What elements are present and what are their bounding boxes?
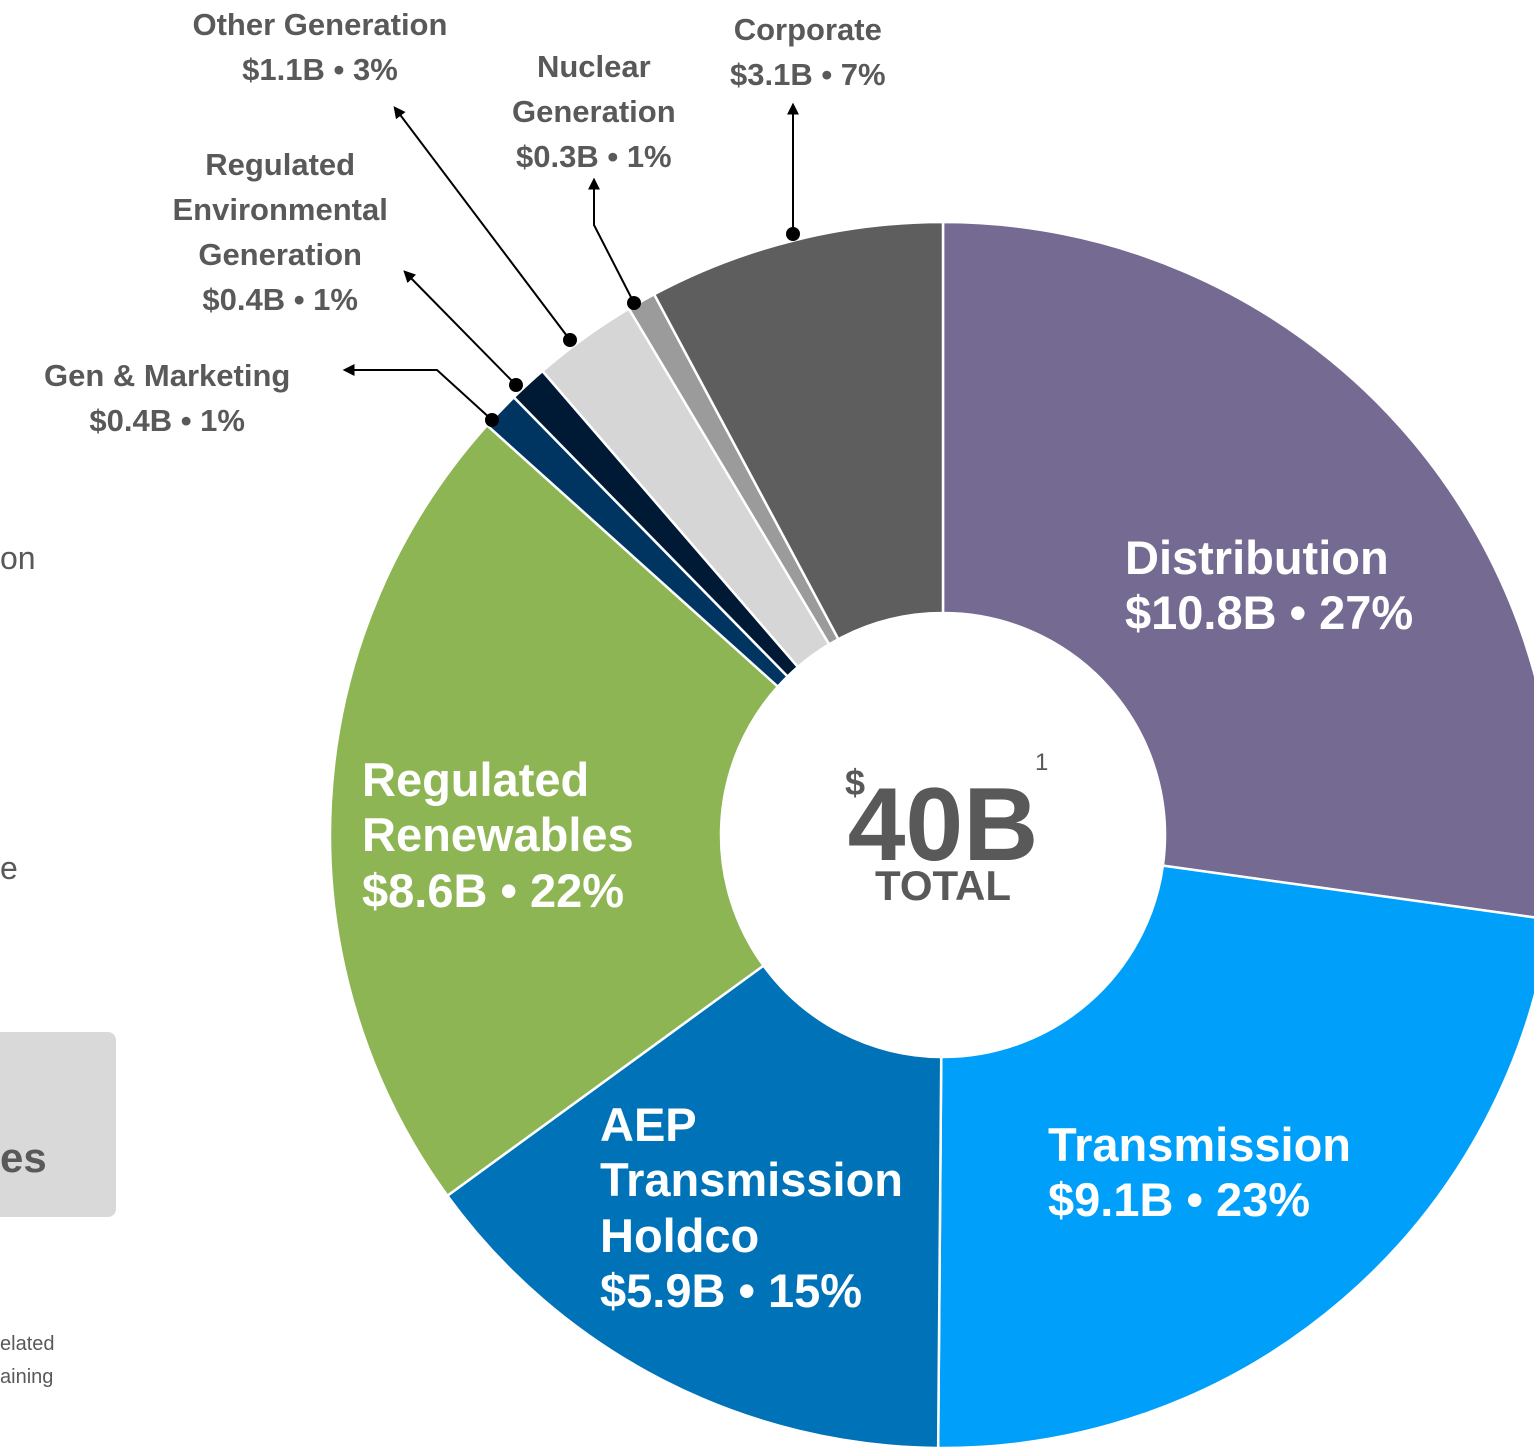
leader-dots (485, 227, 800, 427)
segment-label: Other Generation $1.1B • 3% (193, 3, 448, 93)
leader-line (342, 364, 493, 421)
segment-name: Regulated Renewables (362, 753, 634, 862)
total: 40B (848, 767, 1039, 883)
segment-value: $0.3B • 1% (516, 138, 672, 174)
background-text: elated (0, 1333, 55, 1355)
leader-dot (509, 378, 523, 392)
segment-name: Gen & Marketing (44, 358, 291, 393)
segment-value: $8.6B • 22% (362, 863, 625, 917)
donut-segment (328, 423, 780, 1198)
segment-label: Transmission $9.1B • 23% (1048, 1117, 1351, 1228)
segment-name: Nuclear Generation (512, 49, 676, 129)
background-text: e (0, 850, 18, 886)
background-box (0, 1032, 116, 1217)
segment-value: $3.1B • 7% (730, 56, 886, 92)
segment-name: Other Generation (192, 7, 448, 42)
segment-label: Regulated Renewables $8.6B • 22% (362, 752, 634, 918)
leader-dot (485, 413, 499, 427)
segment-value: $5.9B • 15% (600, 1264, 863, 1318)
background-text: on (0, 540, 36, 576)
footnote: 1 (1035, 749, 1048, 776)
segment-label: Regulated Environmental Generation $0.4B … (173, 143, 388, 323)
donut-segment (941, 220, 1534, 919)
leader-line (588, 177, 635, 304)
segment-name: AEP Transmission Holdco (600, 1098, 903, 1262)
leader-dot (563, 333, 577, 347)
caption: TOTAL (875, 862, 1011, 909)
segment-name: Transmission (1048, 1118, 1351, 1171)
segment-value: $0.4B • 1% (202, 281, 358, 317)
segment-value: $10.8B • 27% (1125, 586, 1414, 640)
donut-segment (445, 963, 943, 1447)
segment-label: Gen & Marketing $0.4B • 1% (44, 354, 290, 444)
segment-label: Nuclear Generation $0.3B • 1% (512, 45, 676, 180)
segment-label: AEP Transmission Holdco $5.9B • 15% (600, 1097, 903, 1319)
background-text: es (0, 1134, 47, 1181)
currency: $ (845, 762, 865, 803)
segment-name: Corporate (733, 12, 882, 47)
donut (328, 220, 1534, 1447)
segment-name: Distribution (1125, 531, 1389, 584)
leaders (342, 102, 799, 421)
background-text: aining (0, 1366, 54, 1388)
segment-name: Regulated Environmental Generation (172, 147, 388, 272)
leader-dot (786, 227, 800, 241)
segment-label: Corporate $3.1B • 7% (730, 8, 886, 98)
segment-value: $0.4B • 1% (89, 402, 245, 438)
center-label: $ 40B 1 TOTAL (845, 749, 1048, 909)
segment-value: $9.1B • 23% (1048, 1173, 1311, 1227)
segment-value: $1.1B • 3% (242, 51, 398, 87)
leader-line (393, 106, 571, 341)
segment-label: Distribution $10.8B • 27% (1125, 530, 1413, 641)
donut-segment (652, 220, 945, 641)
leader-line (403, 270, 517, 386)
leader-dot (627, 296, 641, 310)
donut-segment (936, 864, 1534, 1447)
